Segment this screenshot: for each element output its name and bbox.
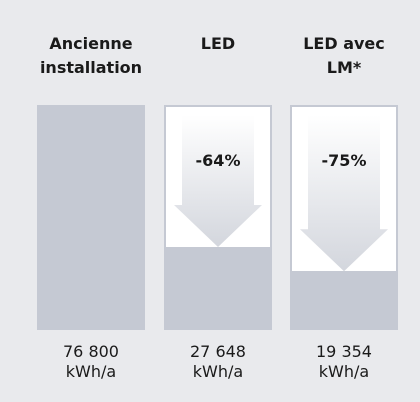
- category-label: Ancienne installation: [39, 34, 143, 77]
- value-number: 19 354: [316, 342, 372, 361]
- bar: [37, 105, 145, 330]
- value-unit: kWh/a: [192, 362, 244, 381]
- reduction-label: -64%: [195, 151, 241, 170]
- category-label: LED: [200, 34, 236, 53]
- arrow: [174, 115, 262, 247]
- value-label: 27 648 kWh/a: [164, 342, 272, 382]
- value-unit: kWh/a: [318, 362, 370, 381]
- value-number: 27 648: [190, 342, 246, 361]
- bar: [292, 271, 396, 328]
- bar: [166, 247, 270, 328]
- arrow-shape: [300, 115, 388, 272]
- bar-frame: -75%: [290, 105, 398, 330]
- value-unit: kWh/a: [65, 362, 117, 381]
- value-label: 19 354 kWh/a: [290, 342, 398, 382]
- arrow: [300, 115, 388, 272]
- arrow-shape: [174, 115, 262, 247]
- value-label: 76 800 kWh/a: [37, 342, 145, 382]
- bar-frame: -64%: [164, 105, 272, 330]
- reduction-label: -75%: [321, 151, 367, 170]
- category-label: LED avec LM*: [303, 34, 385, 77]
- bar-frame: [37, 105, 145, 330]
- value-number: 76 800: [63, 342, 119, 361]
